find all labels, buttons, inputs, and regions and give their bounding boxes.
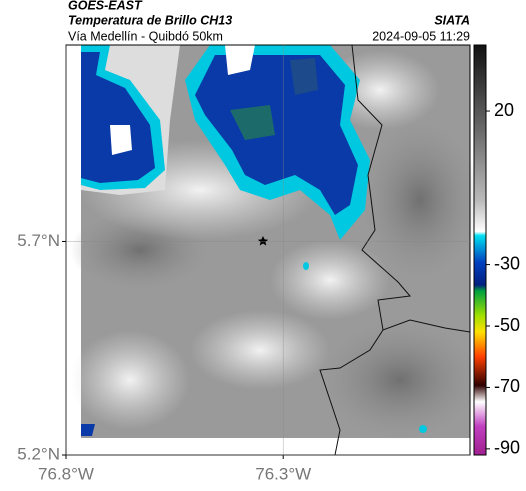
y-tick-label: 5.7°N	[17, 231, 60, 250]
colorbar	[473, 44, 487, 456]
subtitle: Temperatura de Brillo CH13	[68, 13, 232, 27]
route: Vía Medellín - Quibdó 50km	[68, 29, 223, 43]
colorbar-tick-label: -90	[494, 438, 520, 458]
y-tick-label: 5.2°N	[17, 444, 60, 463]
colorbar-tick-label: -70	[494, 376, 520, 396]
colorbar-tick-label: -50	[494, 315, 520, 335]
title: GOES-EAST	[68, 0, 143, 12]
satellite-image	[66, 44, 480, 456]
timestamp: 2024-09-05 11:29	[372, 29, 470, 43]
colorbar-tick-label: -30	[494, 253, 520, 273]
x-tick-label: 76.3°W	[255, 464, 311, 483]
source: SIATA	[434, 13, 470, 27]
colorbar-tick-label: 20	[494, 100, 514, 120]
x-tick-label: 76.8°W	[38, 464, 94, 483]
